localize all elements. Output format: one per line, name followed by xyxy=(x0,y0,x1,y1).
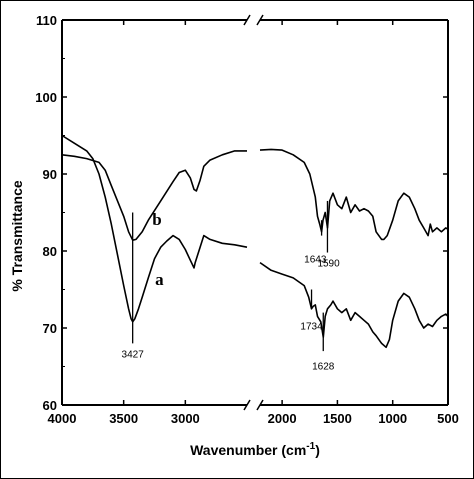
peak-label-3427: 3427 xyxy=(122,349,145,360)
series-line-a xyxy=(61,134,449,349)
curve-label-a: a xyxy=(155,270,164,289)
series-line-b xyxy=(61,148,449,241)
peak-label-1628: 1628 xyxy=(312,362,335,373)
x-axis-title: Wavenumber (cm-1) xyxy=(190,441,320,458)
peak-label-1590: 1590 xyxy=(317,258,340,269)
y-tick-label: 70 xyxy=(43,321,57,336)
x-tick-label: 3500 xyxy=(109,411,138,426)
x-tick-label: 500 xyxy=(437,411,459,426)
axis-break-mark-top xyxy=(243,14,264,26)
y-axis-title: % Transmittance xyxy=(9,180,25,291)
x-tick-label: 1000 xyxy=(378,411,407,426)
peak-label-1643: 1643 xyxy=(304,255,327,266)
y-tick-label: 110 xyxy=(36,13,57,28)
x-tick-label: 4000 xyxy=(48,411,77,426)
peak-label-1734: 1734 xyxy=(300,322,323,333)
y-tick-label: 60 xyxy=(43,398,57,413)
x-tick-label: 1500 xyxy=(323,411,352,426)
axis-break-mark-bottom xyxy=(243,399,264,411)
curve-label-b: b xyxy=(152,210,161,229)
y-tick-label: 100 xyxy=(35,90,57,105)
y-tick-label: 80 xyxy=(43,244,57,259)
x-tick-label: 2000 xyxy=(268,411,297,426)
y-tick-label: 90 xyxy=(43,167,57,182)
x-tick-label: 3000 xyxy=(171,411,200,426)
